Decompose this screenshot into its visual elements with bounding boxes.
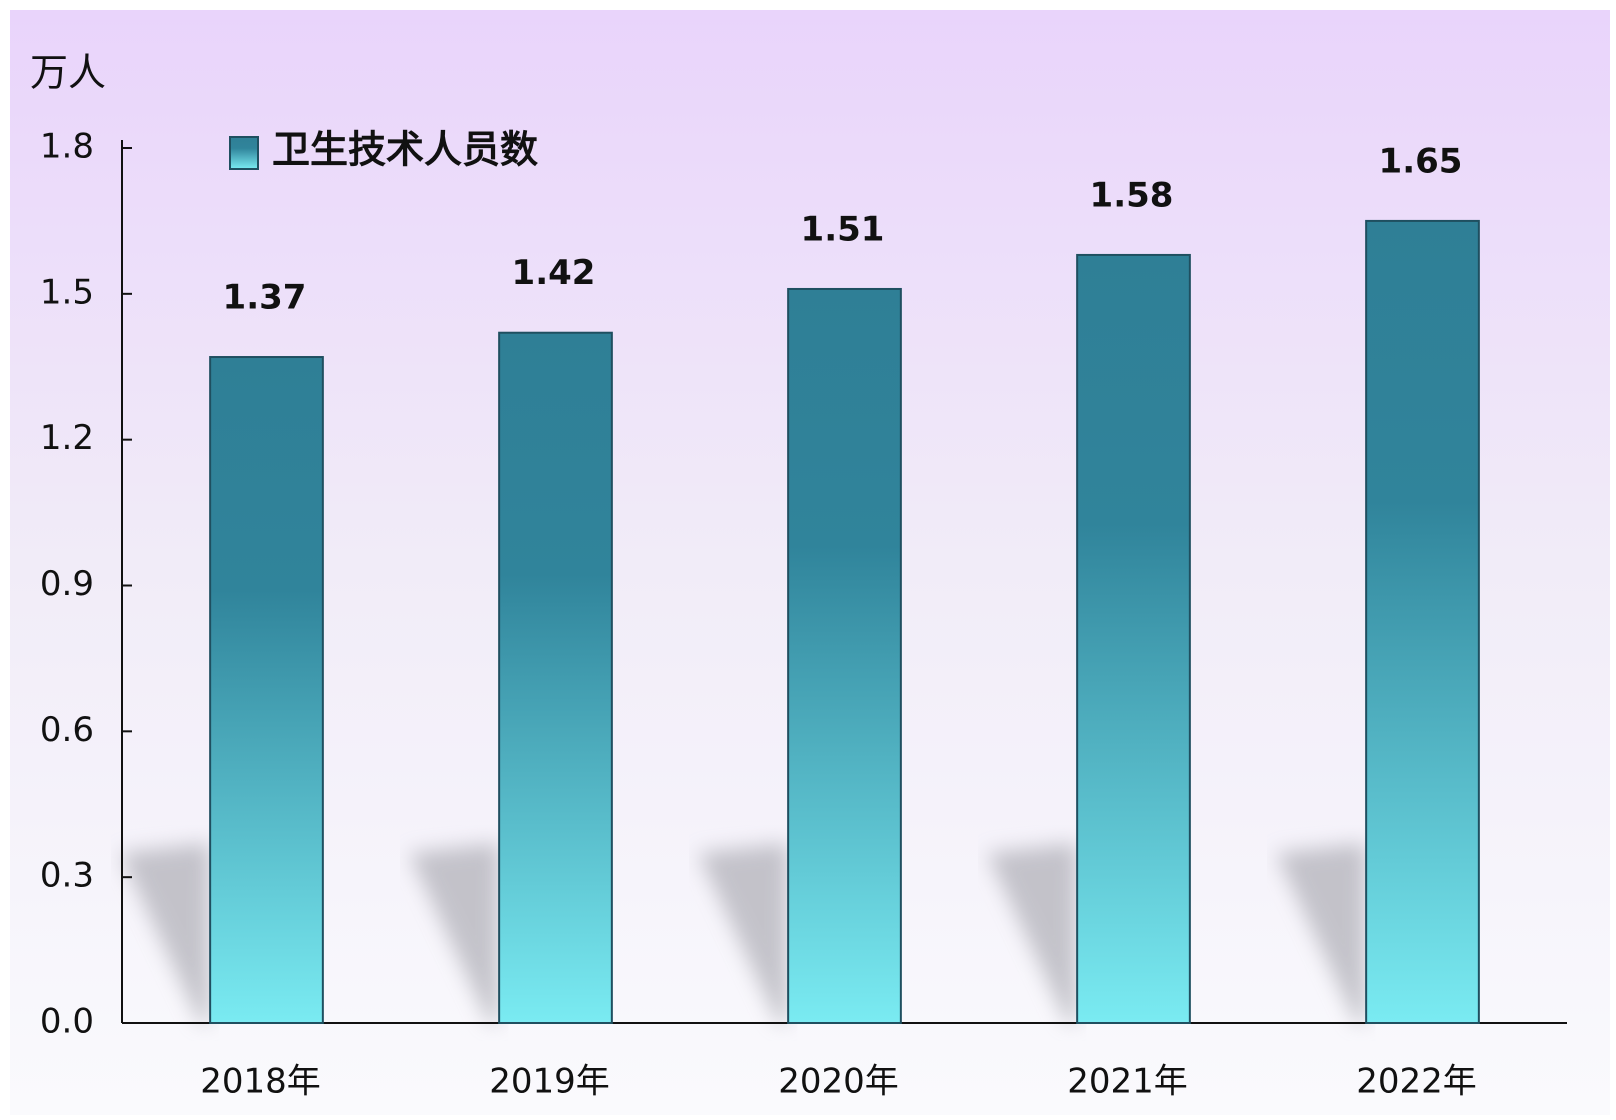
- bar: [1365, 219, 1480, 1024]
- value-label: 1.42: [512, 253, 596, 293]
- x-tick-label: 2022年: [1356, 1062, 1477, 1102]
- bar-shadow: [1276, 843, 1367, 1023]
- bar: [1076, 253, 1191, 1024]
- x-tick-label: 2019年: [489, 1062, 610, 1102]
- y-tick-label: 0.9: [40, 564, 94, 604]
- bar-shadow: [409, 843, 500, 1023]
- bar-shadow: [987, 843, 1078, 1023]
- shadows: [120, 843, 1367, 1023]
- x-tick-label: 2021年: [1067, 1062, 1188, 1102]
- legend-swatch: [229, 136, 259, 170]
- y-tick-label: 0.0: [40, 1002, 94, 1042]
- bar-shadow: [698, 843, 789, 1023]
- y-tick-label: 0.6: [40, 710, 94, 750]
- value-label: 1.65: [1379, 141, 1463, 181]
- legend-label: 卫生技术人员数: [272, 128, 538, 172]
- y-tick-label: 0.3: [40, 856, 94, 896]
- bar: [209, 356, 324, 1024]
- value-label: 1.58: [1090, 175, 1174, 215]
- unit-label: 万人: [30, 51, 106, 95]
- value-label: 1.51: [801, 209, 885, 249]
- y-tick-label: 1.5: [40, 272, 94, 312]
- bar-shadow: [120, 843, 211, 1023]
- bar: [787, 287, 902, 1024]
- x-tick-label: 2018年: [200, 1062, 321, 1102]
- y-tick-label: 1.2: [40, 418, 94, 458]
- y-tick-label: 1.8: [40, 127, 94, 167]
- value-label: 1.37: [223, 278, 307, 318]
- x-tick-label: 2020年: [778, 1062, 899, 1102]
- bar: [498, 331, 613, 1024]
